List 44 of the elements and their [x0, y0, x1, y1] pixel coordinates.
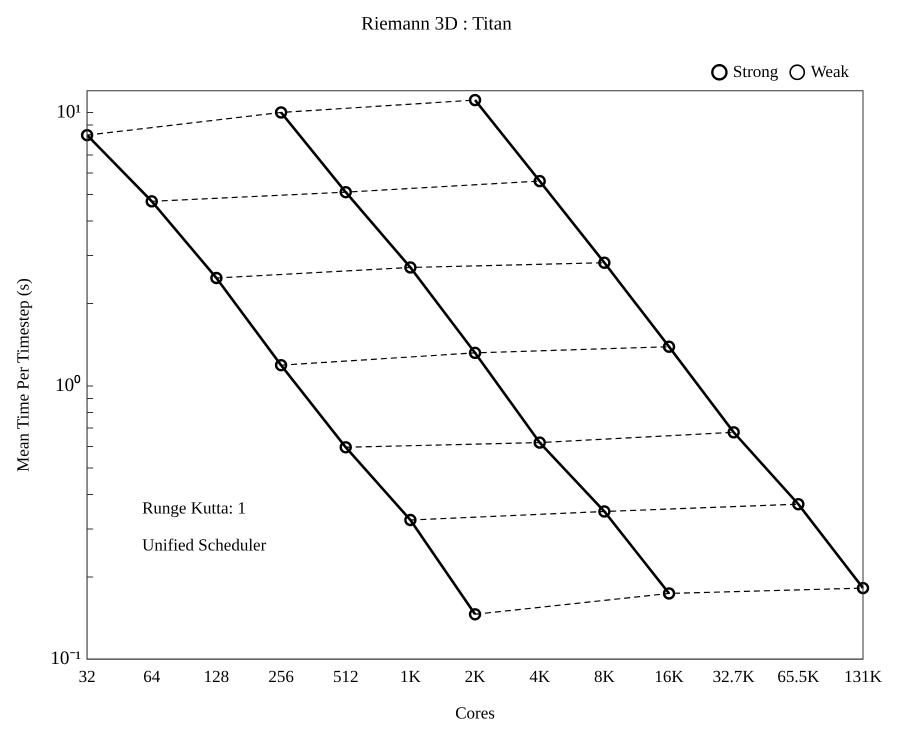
- x-tick-label: 65.5K: [777, 666, 820, 686]
- point: [662, 587, 676, 600]
- annotation: Unified Scheduler: [142, 535, 267, 554]
- legend-label: Weak: [810, 62, 850, 81]
- point: [534, 436, 546, 449]
- point: [404, 514, 417, 526]
- x-tick-label: 16K: [654, 666, 684, 686]
- x-tick-label: 128: [204, 666, 230, 686]
- chart-title: Riemann 3D : Titan: [361, 13, 512, 34]
- annotation: Runge Kutta: 1: [142, 498, 246, 518]
- x-axis-title: Cores: [455, 703, 495, 722]
- point: [340, 186, 352, 198]
- point: [598, 505, 611, 518]
- point: [340, 441, 352, 454]
- x-tick-label: 64: [143, 666, 161, 686]
- point: [274, 106, 288, 119]
- point: [404, 261, 417, 274]
- point: [468, 608, 482, 620]
- x-tick-label: 512: [332, 666, 358, 686]
- x-tick-label: 1K: [400, 666, 422, 686]
- y-tick-label: 10⁻¹: [50, 648, 82, 670]
- x-tick-label: 256: [268, 666, 294, 686]
- y-tick-label: 10¹: [56, 101, 82, 122]
- point: [662, 340, 676, 353]
- point: [534, 174, 546, 188]
- point: [146, 195, 158, 208]
- legend-label: Strong: [732, 62, 779, 81]
- y-tick-label: 10⁰: [55, 374, 82, 396]
- point: [468, 94, 482, 106]
- point: [80, 128, 94, 142]
- point: [856, 582, 870, 594]
- x-tick-label: 2K: [464, 666, 486, 686]
- x-tick-label: 8K: [594, 666, 616, 686]
- point: [727, 426, 740, 439]
- point: [274, 358, 288, 372]
- x-tick-label: 32: [78, 666, 96, 686]
- x-tick-label: 131K: [844, 666, 883, 686]
- y-axis-title: Mean Time Per Timestep (s): [14, 278, 33, 472]
- x-tick-label: 32.7K: [712, 666, 756, 686]
- point: [468, 346, 482, 360]
- x-tick-label: 4K: [529, 666, 551, 686]
- point: [792, 498, 805, 510]
- point: [598, 256, 611, 269]
- point: [210, 272, 223, 284]
